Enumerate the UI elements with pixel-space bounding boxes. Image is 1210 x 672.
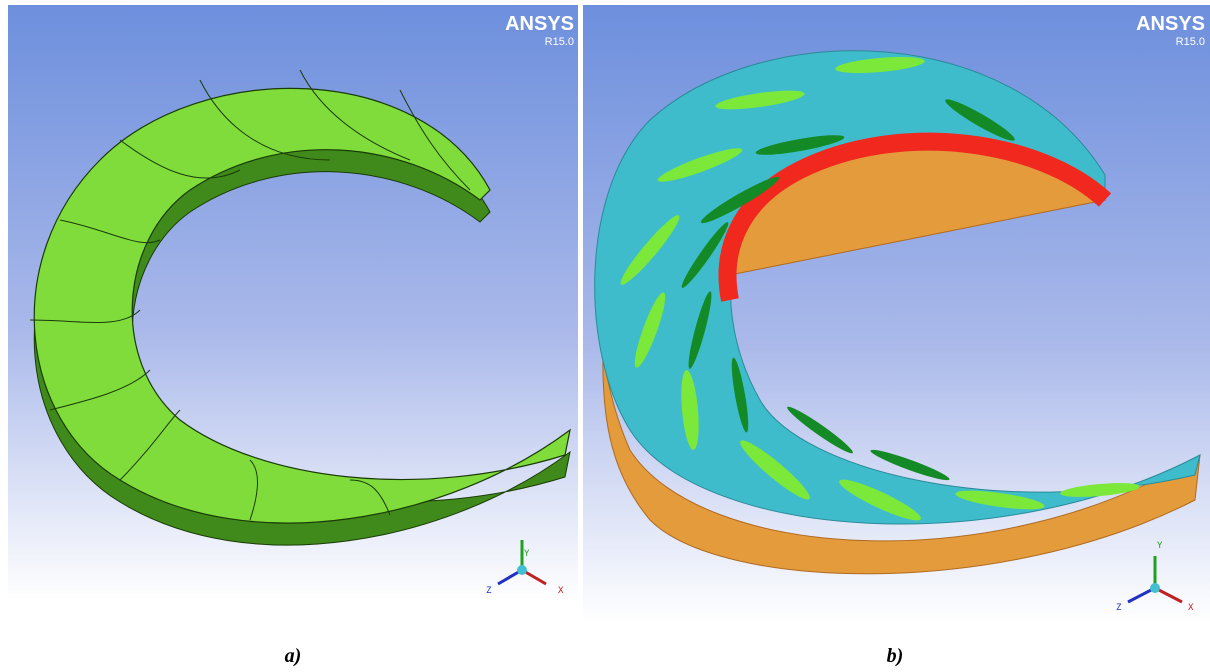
logo: ANSYS (1136, 13, 1205, 35)
axis-label-x: X (1188, 603, 1194, 613)
version: R15.0 (545, 36, 574, 48)
axis-label-x: X (558, 586, 564, 596)
panel-b (583, 5, 1210, 622)
logo: ANSYS (505, 13, 574, 35)
axis-label-z: Z (1116, 603, 1122, 613)
version: R15.0 (1176, 36, 1205, 48)
axis-label-z: Z (486, 586, 492, 596)
panel-a (8, 5, 578, 600)
caption: b) (887, 645, 904, 667)
axis-label-y: Y (1157, 541, 1163, 551)
axis-label-y: Y (524, 549, 530, 559)
figure: ANSYS R15.0 Y Z X a) ANSYS R15.0 Y Z X b… (0, 0, 1210, 672)
caption: a) (285, 645, 302, 667)
